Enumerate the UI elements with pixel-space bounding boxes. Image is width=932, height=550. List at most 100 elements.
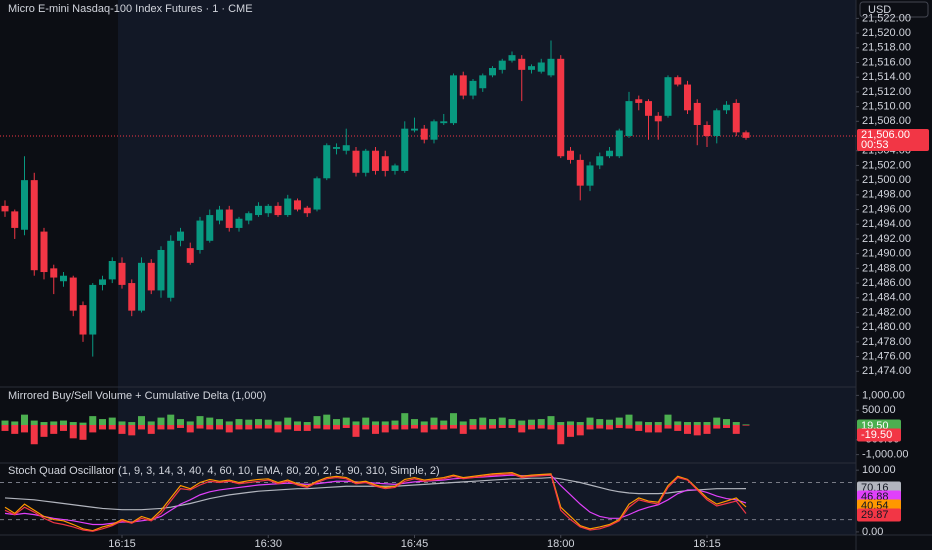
volume-bar — [138, 425, 145, 430]
candle-body — [596, 156, 604, 166]
oscillator-line — [4, 473, 747, 532]
volume-bar — [225, 421, 233, 425]
candle-body — [245, 213, 253, 221]
y-tick-label: 21,478.00 — [862, 336, 911, 348]
volume-bar — [450, 425, 457, 429]
candle-body — [99, 279, 106, 285]
volume-bar — [1, 425, 9, 431]
volume-bar — [674, 425, 682, 431]
volume-bar — [606, 419, 613, 425]
volume-bar — [508, 419, 516, 425]
candle-body — [177, 231, 184, 241]
volume-bar — [245, 419, 253, 425]
volume-bar — [186, 425, 194, 433]
volume-bar — [625, 414, 633, 425]
volume-bar — [518, 420, 526, 425]
volume-bar — [645, 425, 652, 433]
volume-bar — [352, 425, 360, 437]
candle-body — [440, 121, 448, 124]
candle-body — [21, 180, 28, 230]
candle-body — [391, 165, 399, 171]
volume-bar — [401, 413, 409, 425]
volume-bar — [723, 425, 730, 428]
y-tick-label: 0.00 — [862, 526, 883, 538]
y-tick-label: 500.00 — [862, 404, 896, 416]
volume-bar — [108, 417, 116, 425]
volume-bar — [596, 425, 604, 429]
candle-body — [508, 55, 516, 61]
volume-bar — [21, 425, 28, 433]
candle-body — [654, 115, 662, 122]
volume-bar — [89, 425, 97, 433]
countdown: 00:53 — [861, 139, 889, 151]
candle-body — [684, 84, 691, 111]
y-tick-label: 1,000.00 — [862, 389, 905, 401]
volume-bar — [586, 417, 594, 425]
candle-body — [498, 60, 506, 70]
x-tick-label: 18:15 — [693, 538, 721, 550]
candle-body — [547, 58, 555, 76]
volume-bar — [167, 425, 175, 430]
volume-bar — [323, 414, 331, 425]
currency[interactable]: USD — [868, 4, 891, 16]
volume-bar — [713, 417, 721, 425]
y-tick-label: 21,516.00 — [862, 56, 911, 68]
candle-body — [703, 124, 711, 137]
volume-bar — [79, 422, 87, 425]
candle-body — [459, 75, 467, 96]
volume-bar — [60, 425, 67, 431]
volume-bar — [723, 419, 730, 425]
y-tick-label: 21,486.00 — [862, 277, 911, 289]
volume-bar — [216, 419, 223, 425]
last-price-label: 21,506.00 — [861, 129, 910, 141]
volume-bar — [157, 417, 165, 425]
volume-bar — [430, 425, 438, 430]
chart-title: Micro E-mini Nasdaq-100 Index Futures · … — [8, 3, 253, 15]
candle-body — [362, 150, 370, 173]
candle-body — [79, 305, 87, 335]
volume-bar — [693, 425, 701, 436]
x-tick-label: 16:15 — [108, 538, 136, 550]
candle-body — [537, 62, 545, 72]
volume-bar — [381, 425, 389, 433]
volume-bar — [177, 419, 184, 425]
y-tick-label: 21,518.00 — [862, 42, 911, 54]
volume-bar — [684, 425, 691, 434]
candle-body — [30, 180, 38, 271]
volume-bar — [586, 425, 594, 430]
candle-body — [147, 262, 155, 291]
candle-body — [89, 284, 97, 335]
volume-bar — [342, 425, 350, 428]
candle-body — [372, 150, 379, 171]
volume-bar — [294, 421, 301, 425]
volume-bar — [11, 425, 19, 434]
currency-box[interactable] — [859, 1, 929, 18]
volume-bar — [498, 417, 506, 425]
volume-bar — [401, 425, 409, 430]
volume-bar — [703, 425, 711, 434]
volume-bar — [303, 422, 311, 425]
volume-bar — [606, 425, 613, 430]
volume-bar — [177, 425, 184, 428]
volume-bar — [1, 420, 9, 425]
candle-body — [40, 231, 48, 273]
y-tick-label: 21,520.00 — [862, 27, 911, 39]
candle-body — [69, 277, 77, 311]
y-tick-label: 21,484.00 — [862, 292, 911, 304]
y-tick-label: 21,494.00 — [862, 218, 911, 230]
candle-body — [381, 156, 389, 171]
volume-bar — [216, 425, 223, 430]
volume-bar — [547, 416, 555, 425]
candle-body — [489, 68, 496, 76]
volume-bar — [674, 421, 682, 425]
volume-bar — [11, 421, 19, 425]
volume-bar — [30, 420, 38, 425]
y-tick-label: -1,000.00 — [862, 449, 908, 461]
y-tick-label: 21,496.00 — [862, 203, 911, 215]
volume-bar — [167, 414, 175, 425]
candle-body — [313, 178, 321, 210]
volume-bar — [186, 421, 194, 425]
candle-body — [479, 75, 487, 89]
candle-body — [264, 205, 272, 214]
